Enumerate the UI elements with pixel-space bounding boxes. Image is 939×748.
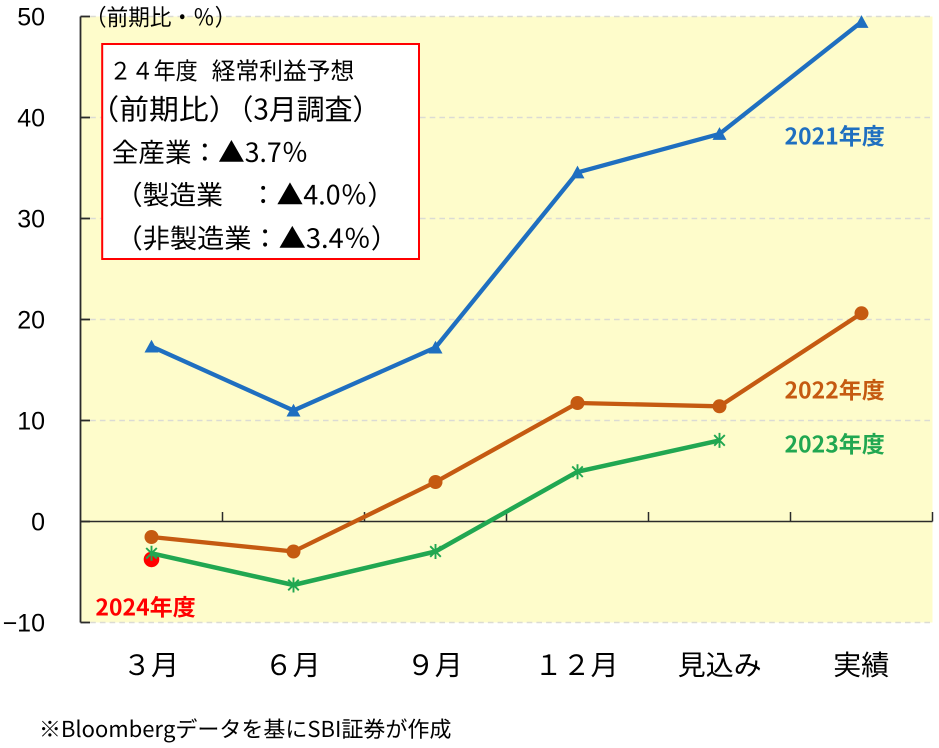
svg-text:30: 30 — [17, 205, 45, 233]
svg-text:10: 10 — [17, 407, 45, 435]
svg-text:−10: −10 — [3, 609, 45, 637]
svg-text:0: 0 — [31, 508, 45, 536]
svg-text:50: 50 — [17, 3, 45, 31]
svg-text:20: 20 — [17, 306, 45, 334]
svg-text:40: 40 — [17, 104, 45, 132]
